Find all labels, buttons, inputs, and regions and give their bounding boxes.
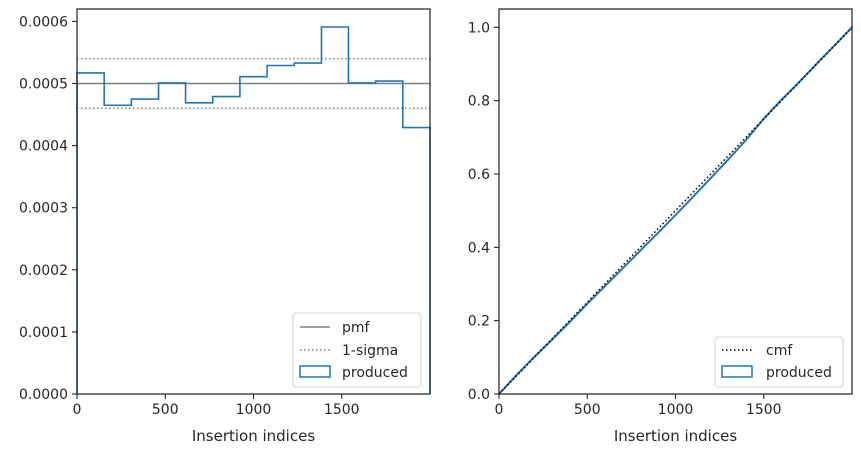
histogram-ytick-label: 0.0001 <box>19 325 68 341</box>
histogram-ytick-label: 0.0006 <box>19 14 68 30</box>
histogram-legend: pmf 1-sigma produced <box>292 312 422 388</box>
legend-pmf-label: pmf <box>342 320 371 336</box>
produced-cdf-point <box>586 302 589 305</box>
histogram-legend-box <box>292 312 422 388</box>
histogram-xlabel: Insertion indices <box>192 427 315 445</box>
cmf-ytick-label: 1.0 <box>468 20 490 36</box>
histogram-marks <box>76 26 431 394</box>
cmf-ytick-label: 0.8 <box>468 94 490 110</box>
histogram-ytick-label: 0.0002 <box>19 263 68 279</box>
legend-cmf-label: cmf <box>766 343 793 359</box>
cmf-ytick-label: 0.2 <box>468 314 490 330</box>
legend-produced-swatch-right <box>721 365 753 378</box>
histogram-panel: 0 500 1000 1500 0.0000 0.0001 0.0002 0.0003 0.00… <box>19 8 431 445</box>
produced-cdf-point <box>604 285 606 288</box>
cmf-ticks: 0 500 1000 1500 0.0 0.2 0.4 0.6 0.8 1.0 <box>468 20 782 418</box>
produced-cdf-point <box>533 356 536 358</box>
histogram-ytick-label: 0.0000 <box>19 387 68 403</box>
histogram-ytick-label: 0.0005 <box>19 77 68 93</box>
legend-sigma-label: 1-sigma <box>342 343 398 359</box>
produced-cdf-point <box>621 267 624 270</box>
cmf-xtick-label: 1500 <box>746 402 782 418</box>
histogram-xtick-label: 500 <box>152 402 179 418</box>
histogram-xtick-label: 1500 <box>324 402 360 418</box>
cmf-xtick-label: 0 <box>495 402 504 418</box>
produced-histogram <box>76 26 431 394</box>
cmf-legend: cmf produced <box>714 336 844 388</box>
cmf-panel: 0 500 1000 1500 0.0 0.2 0.4 0.6 0.8 1.0 Insertion… <box>468 8 853 445</box>
cmf-ytick-label: 0.4 <box>468 240 490 256</box>
histogram-ytick-label: 0.0004 <box>19 139 68 155</box>
cmf-axes-frame <box>498 8 853 395</box>
produced-cdf-point <box>692 195 695 198</box>
cmf-line <box>498 26 853 395</box>
legend-produced-label-right: produced <box>766 365 832 381</box>
cmf-xtick-label: 500 <box>574 402 601 418</box>
produced-cdf-point <box>656 232 659 234</box>
legend-produced-swatch <box>299 365 331 378</box>
histogram-xtick-label: 1000 <box>236 402 272 418</box>
histogram-ticks: 0 500 1000 1500 0.0000 0.0001 0.0002 0.0003 0.00… <box>19 14 360 418</box>
histogram-ytick-label: 0.0003 <box>19 201 68 217</box>
cmf-ytick-label: 0.6 <box>468 167 490 183</box>
produced-cdf-point <box>674 214 677 216</box>
produced-cdf-point <box>815 62 818 65</box>
legend-produced-label: produced <box>342 365 408 381</box>
produced-cdf-point <box>727 158 730 161</box>
cmf-marks <box>498 26 853 395</box>
cmf-xlabel: Insertion indices <box>614 427 737 445</box>
produced-cdf-point <box>639 249 642 252</box>
produced-cdf-point <box>709 177 712 179</box>
produced-cdf-point <box>745 139 747 141</box>
cmf-xtick-label: 1000 <box>658 402 694 418</box>
cmf-ytick-label: 0.0 <box>468 387 490 403</box>
histogram-xtick-label: 0 <box>73 402 82 418</box>
